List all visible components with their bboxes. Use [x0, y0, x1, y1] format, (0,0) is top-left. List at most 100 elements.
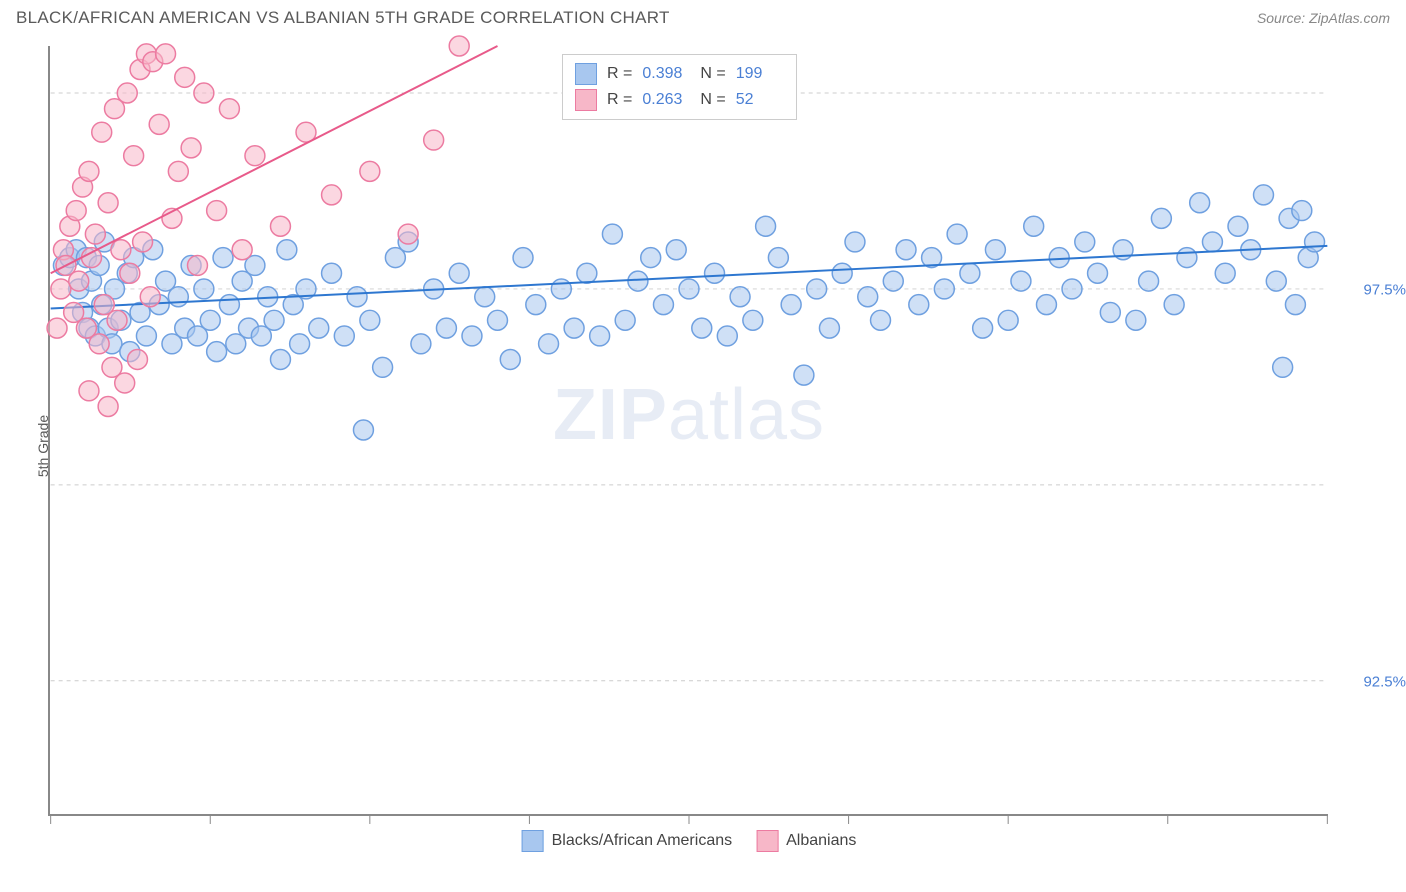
stats-row-baa: R = 0.398 N = 199 — [575, 61, 784, 87]
marker-baa — [666, 240, 686, 260]
marker-baa — [615, 310, 635, 330]
marker-baa — [883, 271, 903, 291]
marker-baa — [488, 310, 508, 330]
marker-baa — [679, 279, 699, 299]
marker-baa — [436, 318, 456, 338]
source-label: Source: ZipAtlas.com — [1257, 10, 1390, 26]
marker-baa — [590, 326, 610, 346]
marker-alb — [188, 255, 208, 275]
marker-baa — [373, 357, 393, 377]
marker-baa — [756, 216, 776, 236]
marker-baa — [871, 310, 891, 330]
marker-baa — [334, 326, 354, 346]
marker-alb — [92, 122, 112, 142]
marker-baa — [1088, 263, 1108, 283]
legend-item-baa: Blacks/African Americans — [522, 830, 733, 852]
r-label: R = — [607, 65, 632, 83]
marker-baa — [270, 349, 290, 369]
marker-baa — [322, 263, 342, 283]
legend-swatch-alb — [756, 830, 778, 852]
marker-baa — [1305, 232, 1325, 252]
marker-baa — [845, 232, 865, 252]
marker-baa — [1285, 295, 1305, 315]
marker-baa — [1202, 232, 1222, 252]
chart-plot-area: ZIPatlas R = 0.398 N = 199 R = 0.263 N =… — [48, 46, 1328, 816]
marker-baa — [794, 365, 814, 385]
marker-baa — [1177, 248, 1197, 268]
marker-baa — [1011, 271, 1031, 291]
marker-alb — [79, 161, 99, 181]
marker-baa — [1126, 310, 1146, 330]
marker-alb — [115, 373, 135, 393]
marker-baa — [973, 318, 993, 338]
marker-baa — [290, 334, 310, 354]
marker-alb — [232, 240, 252, 260]
marker-alb — [149, 114, 169, 134]
marker-alb — [111, 240, 131, 260]
trend-line-alb — [51, 46, 498, 273]
marker-baa — [462, 326, 482, 346]
marker-baa — [577, 263, 597, 283]
marker-baa — [360, 310, 380, 330]
swatch-baa — [575, 63, 597, 85]
marker-baa — [985, 240, 1005, 260]
r-label2: R = — [607, 91, 632, 109]
marker-baa — [1049, 248, 1069, 268]
marker-alb — [194, 83, 214, 103]
marker-baa — [1190, 193, 1210, 213]
marker-baa — [960, 263, 980, 283]
marker-baa — [526, 295, 546, 315]
marker-alb — [98, 193, 118, 213]
marker-baa — [1228, 216, 1248, 236]
marker-baa — [692, 318, 712, 338]
legend-swatch-baa — [522, 830, 544, 852]
marker-baa — [998, 310, 1018, 330]
marker-baa — [1151, 208, 1171, 228]
marker-alb — [117, 83, 137, 103]
marker-baa — [1273, 357, 1293, 377]
marker-baa — [1075, 232, 1095, 252]
marker-baa — [200, 310, 220, 330]
marker-baa — [781, 295, 801, 315]
marker-baa — [513, 248, 533, 268]
y-tick-label: 92.5% — [1363, 674, 1406, 691]
marker-alb — [133, 232, 153, 252]
marker-alb — [47, 318, 67, 338]
marker-alb — [245, 146, 265, 166]
marker-alb — [51, 279, 71, 299]
marker-baa — [213, 248, 233, 268]
marker-baa — [1062, 279, 1082, 299]
marker-baa — [539, 334, 559, 354]
marker-baa — [641, 248, 661, 268]
marker-baa — [858, 287, 878, 307]
marker-alb — [82, 248, 102, 268]
marker-alb — [270, 216, 290, 236]
stats-row-alb: R = 0.263 N = 52 — [575, 87, 784, 113]
marker-alb — [219, 99, 239, 119]
marker-baa — [896, 240, 916, 260]
marker-baa — [277, 240, 297, 260]
marker-alb — [79, 381, 99, 401]
marker-baa — [564, 318, 584, 338]
marker-baa — [768, 248, 788, 268]
marker-baa — [807, 279, 827, 299]
chart-title: BLACK/AFRICAN AMERICAN VS ALBANIAN 5TH G… — [16, 8, 670, 28]
marker-baa — [819, 318, 839, 338]
marker-baa — [1164, 295, 1184, 315]
marker-baa — [832, 263, 852, 283]
marker-alb — [175, 67, 195, 87]
marker-alb — [89, 334, 109, 354]
legend-item-alb: Albanians — [756, 830, 856, 852]
r-val-alb: 0.263 — [642, 91, 690, 109]
marker-baa — [219, 295, 239, 315]
marker-alb — [140, 287, 160, 307]
marker-alb — [85, 224, 105, 244]
marker-baa — [947, 224, 967, 244]
marker-alb — [69, 271, 89, 291]
marker-alb — [120, 263, 140, 283]
marker-alb — [107, 310, 127, 330]
marker-baa — [1254, 185, 1274, 205]
marker-alb — [124, 146, 144, 166]
marker-baa — [1100, 302, 1120, 322]
marker-baa — [168, 287, 188, 307]
